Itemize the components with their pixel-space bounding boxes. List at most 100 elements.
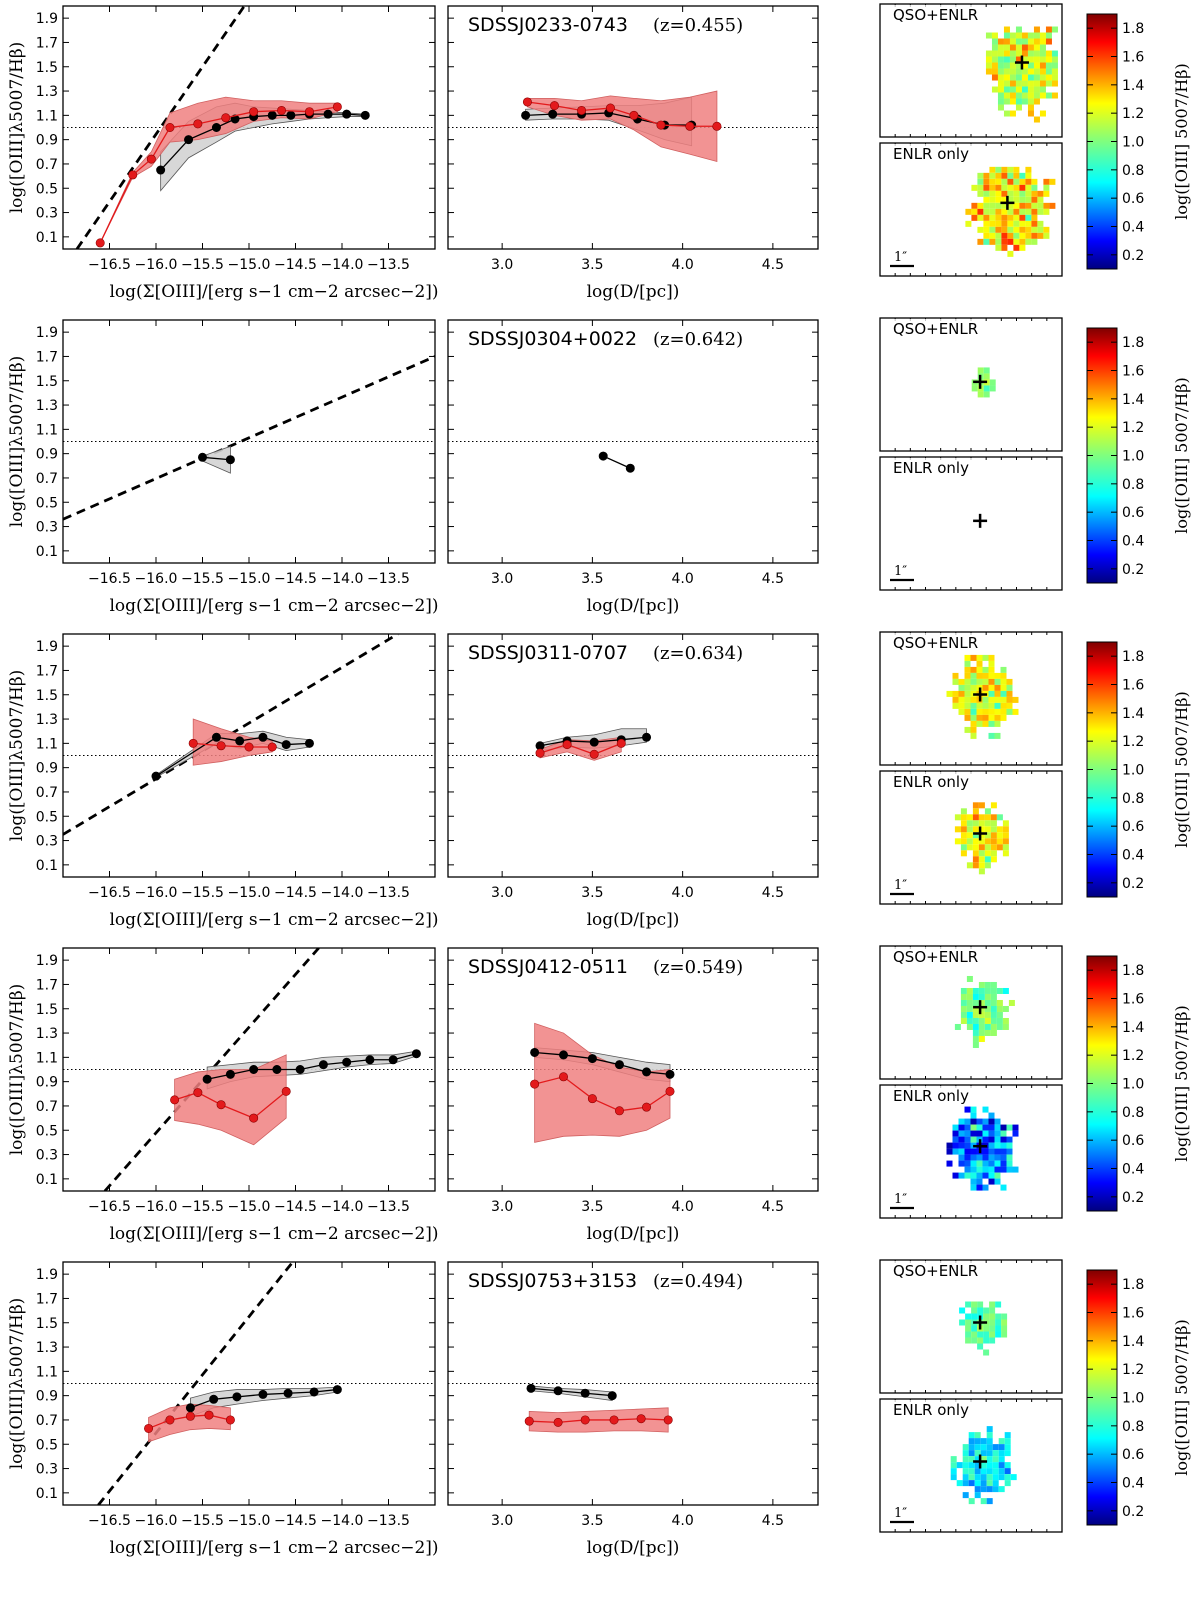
surface-brightness-plot-red-point bbox=[267, 742, 277, 752]
map-qso-enlr-pixel bbox=[990, 1005, 997, 1012]
map-enlr-only-pixel bbox=[962, 1474, 969, 1481]
distance-plot-xtick-label: 4.5 bbox=[762, 257, 784, 273]
map-qso-enlr-pixel bbox=[997, 86, 1004, 93]
map-enlr-only-pixel bbox=[964, 1136, 971, 1143]
map-qso-enlr-pixel bbox=[989, 1307, 996, 1314]
colorbar-tick-label: 1.0 bbox=[1122, 763, 1144, 779]
surface-brightness-plot-red-point bbox=[185, 1411, 195, 1421]
map-qso-enlr-pixel bbox=[1009, 62, 1016, 69]
map-qso-enlr-pixel bbox=[983, 1325, 990, 1332]
map-enlr-only-pixel bbox=[972, 862, 979, 869]
map-enlr-only-label: ENLR only bbox=[893, 459, 969, 477]
map-qso-enlr-pixel bbox=[991, 38, 998, 45]
map-enlr-only-pixel bbox=[1007, 202, 1014, 209]
map-qso-enlr-pixel bbox=[988, 678, 995, 685]
map-enlr-only-pixel bbox=[995, 190, 1002, 197]
map-enlr-only-pixel bbox=[1049, 202, 1056, 209]
map-enlr-only-pixel bbox=[998, 1462, 1005, 1469]
distance-plot-red-point bbox=[614, 1106, 624, 1116]
map-qso-enlr-pixel bbox=[985, 50, 992, 57]
map-enlr-only-pixel bbox=[1031, 196, 1038, 203]
map-qso-enlr-pixel bbox=[991, 56, 998, 63]
map-qso-enlr-pixel bbox=[988, 660, 995, 667]
map-enlr-only-pixel bbox=[995, 178, 1002, 185]
map-qso-enlr-pixel bbox=[971, 1301, 978, 1308]
surface-brightness-plot-ytick-label: 0.1 bbox=[36, 1172, 58, 1188]
colorbar-tick-label: 0.6 bbox=[1122, 505, 1144, 521]
map-enlr-only-pixel bbox=[1000, 1142, 1007, 1149]
distance-plot-xtick-label: 4.5 bbox=[762, 885, 784, 901]
map-enlr-only-pixel bbox=[1031, 232, 1038, 239]
distance-plot-xtick-label: 3.0 bbox=[491, 1199, 513, 1215]
distance-plot-xtick-label: 4.0 bbox=[672, 1513, 694, 1529]
colorbar-label: log([OIII] 5007/Hβ) bbox=[1172, 1005, 1191, 1161]
map-enlr-only-pixel bbox=[964, 1160, 971, 1167]
surface-brightness-plot-black-point bbox=[156, 165, 166, 175]
surface-brightness-plot-ytick-label: 0.3 bbox=[36, 1148, 58, 1164]
map-qso-enlr-pixel bbox=[1003, 32, 1010, 39]
map-qso-enlr-pixel bbox=[966, 1011, 973, 1018]
map-qso-enlr-pixel bbox=[982, 708, 989, 715]
mid-x-axis-label: log(D/[pc]) bbox=[587, 282, 680, 302]
map-qso-enlr-pixel bbox=[991, 68, 998, 75]
map-enlr-only-pixel bbox=[1001, 196, 1008, 203]
map-enlr-only-pixel bbox=[1004, 1480, 1011, 1487]
surface-brightness-plot-black-point bbox=[209, 1394, 219, 1404]
distance-plot-red-point bbox=[636, 1414, 646, 1424]
map-enlr-only-pixel bbox=[998, 1486, 1005, 1493]
map-enlr-only-pixel bbox=[986, 1456, 993, 1463]
surface-brightness-plot-xtick-label: −15.0 bbox=[228, 1513, 271, 1529]
map-enlr-only-pixel bbox=[964, 1130, 971, 1137]
map-qso-enlr-pixel bbox=[1021, 74, 1028, 81]
map-qso-enlr-pixel bbox=[952, 696, 959, 703]
map-qso-enlr-pixel bbox=[1051, 80, 1058, 87]
map-qso-enlr-pixel bbox=[1033, 116, 1040, 123]
map-qso-enlr-pixel bbox=[976, 672, 983, 679]
map-enlr-only-pixel bbox=[1004, 1438, 1011, 1445]
map-enlr-only-pixel bbox=[962, 1480, 969, 1487]
map-enlr-only-pixel bbox=[1037, 220, 1044, 227]
map-enlr-only-pixel bbox=[1037, 208, 1044, 215]
map-qso-enlr-pixel bbox=[988, 666, 995, 673]
map-qso-enlr-pixel bbox=[952, 690, 959, 697]
map-qso-enlr-pixel bbox=[1045, 56, 1052, 63]
map-qso-enlr-pixel bbox=[1039, 62, 1046, 69]
map-enlr-only-pixel bbox=[1001, 208, 1008, 215]
distance-plot-xtick-label: 3.5 bbox=[581, 1199, 603, 1215]
map-qso-enlr-pixel bbox=[991, 62, 998, 69]
map-qso-enlr-pixel bbox=[996, 987, 1003, 994]
map-enlr-only-pixel bbox=[968, 1474, 975, 1481]
colorbar-tick-label: 1.6 bbox=[1122, 678, 1144, 694]
map-qso-enlr-pixel bbox=[1015, 26, 1022, 33]
map-qso-enlr-pixel bbox=[990, 1029, 997, 1036]
map-enlr-only-pixel bbox=[1007, 226, 1014, 233]
map-enlr-only-pixel bbox=[962, 1462, 969, 1469]
map-enlr-only-pixel bbox=[968, 1456, 975, 1463]
map-enlr-only-pixel bbox=[974, 1456, 981, 1463]
map-enlr-only-pixel bbox=[977, 202, 984, 209]
map-enlr-only-pixel bbox=[1013, 214, 1020, 221]
map-enlr-only-pixel bbox=[992, 1456, 999, 1463]
map-qso-enlr-pixel bbox=[989, 385, 996, 392]
map-enlr-only-pixel bbox=[1002, 832, 1009, 839]
map-qso-enlr-pixel bbox=[978, 1023, 985, 1030]
map-enlr-only-pixel bbox=[960, 808, 967, 815]
map-enlr-only-pixel bbox=[962, 1468, 969, 1475]
scale-bar-label: 1″ bbox=[894, 878, 907, 893]
distance-plot-xtick-label: 3.0 bbox=[491, 885, 513, 901]
map-enlr-only-pixel bbox=[966, 814, 973, 821]
distance-plot-xtick-label: 3.0 bbox=[491, 571, 513, 587]
surface-brightness-plot-red-point bbox=[204, 1410, 214, 1420]
y-axis-label: log([OIII]λ5007/Hβ) bbox=[7, 42, 27, 214]
map-qso-enlr-pixel bbox=[958, 684, 965, 691]
map-enlr-only-pixel bbox=[998, 1474, 1005, 1481]
surface-brightness-plot-ytick-label: 0.5 bbox=[36, 495, 58, 511]
map-enlr-only-pixel bbox=[960, 832, 967, 839]
map-enlr-only-pixel bbox=[994, 1154, 1001, 1161]
surface-brightness-plot-dashed-fit-line bbox=[63, 355, 435, 521]
map-enlr-only-pixel bbox=[977, 172, 984, 179]
map-qso-enlr-pixel bbox=[1006, 696, 1013, 703]
map-enlr-only-pixel bbox=[1000, 1184, 1007, 1191]
surface-brightness-plot-ytick-label: 1.9 bbox=[36, 953, 58, 969]
